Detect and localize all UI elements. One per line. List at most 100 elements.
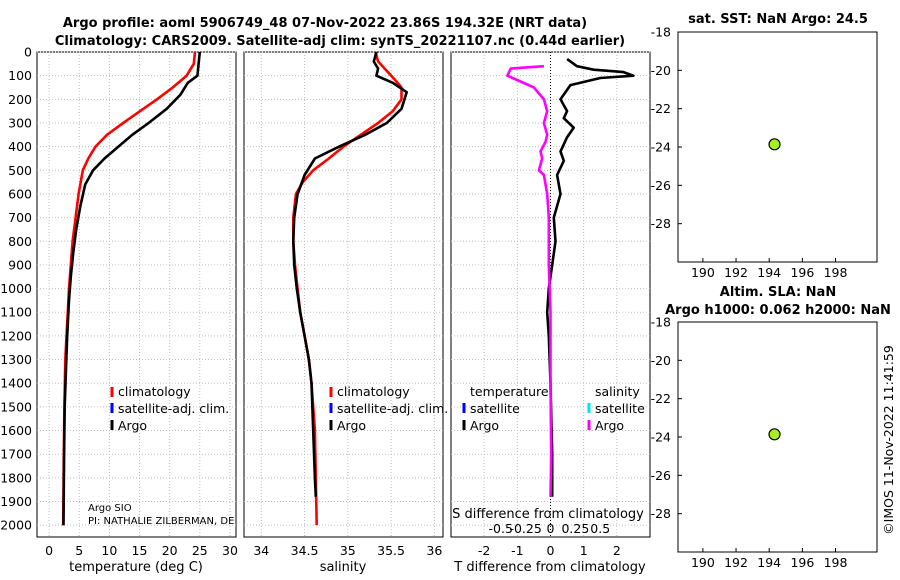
x-tick-label: 1 [580,543,588,558]
map-x-tick-label: 196 [790,265,814,280]
map-y-tick-label: -28 [651,506,671,521]
x-tick-label: 35.5 [377,543,405,558]
legend-t-argo-label: Argo [470,418,499,433]
x-tick-label: 15 [132,543,148,558]
series-line-t-argo [545,58,635,497]
legend-argo-label: Argo [337,418,366,433]
legend-climatology-label: climatology [118,384,191,399]
x-tick-label: 2 [613,543,621,558]
legend-t-satellite-label: satellite [470,401,520,416]
salinity-xlabel: salinity [320,560,367,575]
y-tick-label: 800 [8,234,32,249]
y-tick-label: 300 [8,115,32,130]
series-line-argo [291,51,409,497]
x-tick-label: 10 [101,543,117,558]
map-y-tick-label: -28 [651,216,671,231]
y-tick-label: 900 [8,257,32,272]
y-tick-label: 1100 [0,305,32,320]
legend-s-satellite-label: satellite [595,401,645,416]
map-x-tick-label: 196 [790,555,814,570]
x-tick-label: 36 [426,543,442,558]
imos-timestamp: ©IMOS 11-Nov-2022 11:41:59 [881,345,896,535]
x-tick-label: 34.5 [291,543,319,558]
legend-climatology-label: climatology [337,384,410,399]
map-x-tick-label: 198 [824,265,848,280]
y-tick-label: 2000 [0,518,32,533]
y-tick-label: 1700 [0,447,32,462]
y-tick-label: 1000 [0,281,32,296]
map-y-tick-label: -20 [651,353,671,368]
series-line-argo [62,51,202,526]
map-y-tick-label: -18 [651,25,671,40]
legend-satellite-label: satellite-adj. clim. [118,401,229,416]
y-tick-label: 700 [8,210,32,225]
map-y-tick-label: -24 [651,140,671,155]
difference-top-label: S difference from climatology [452,507,644,522]
map-x-tick-label: 198 [824,555,848,570]
legend-argo-label: Argo [118,418,147,433]
x-tick-label: 20 [162,543,178,558]
y-tick-label: 1600 [0,423,32,438]
temperature-panel [36,51,237,538]
x-tick-label: 25 [192,543,208,558]
x-tick-label: -2 [478,543,490,558]
x-tick-label: 5 [75,543,83,558]
y-tick-label: 1900 [0,494,32,509]
y-tick-label: 500 [8,163,32,178]
y-tick-label: 600 [8,186,32,201]
x-tick-label: -1 [511,543,523,558]
sla-map-title: Altim. SLA: NaN [720,285,836,300]
legend-satellite-label: satellite-adj. clim. [337,401,448,416]
legend-temperature-title: temperature [470,384,549,399]
x-tick-label: 30 [222,543,238,558]
map-x-tick-label: 192 [724,265,748,280]
argo-float-marker [768,428,781,441]
series-line-s-argo [506,64,553,497]
y-tick-label: 100 [8,68,32,83]
difference-legend: temperature salinity satellite Argo sate… [462,384,645,433]
temperature-xlabel: temperature (deg C) [69,560,203,575]
top-tick-label: 0.25 [561,521,589,536]
y-tick-label: 1400 [0,376,32,391]
temperature-legend: climatology satellite-adj. clim. Argo [110,384,229,433]
salinity-legend: climatology satellite-adj. clim. Argo [329,384,448,433]
map-x-tick-label: 194 [757,265,781,280]
map-y-tick-label: -22 [651,391,671,406]
map-y-tick-label: -20 [651,63,671,78]
header-line2: Climatology: CARS2009. Satellite-adj cli… [55,34,625,49]
map-x-tick-label: 190 [691,555,715,570]
map-y-tick-label: -18 [651,315,671,330]
map-y-tick-label: -26 [651,178,671,193]
legend-s-argo-label: Argo [595,418,624,433]
y-tick-label: 1200 [0,328,32,343]
y-tick-label: 200 [8,92,32,107]
top-tick-label: -0.25 [509,521,541,536]
map-x-tick-label: 192 [724,555,748,570]
argo-pi-note: PI: NATHALIE ZILBERMAN, DE [88,516,234,527]
y-tick-label: 1500 [0,399,32,414]
x-tick-label: 0 [45,543,53,558]
map-y-tick-label: -26 [651,468,671,483]
difference-xlabel: T difference from climatology [453,560,646,575]
x-tick-label: 35 [340,543,356,558]
map-x-tick-label: 194 [757,555,781,570]
argo-float-marker [768,138,781,151]
map-y-tick-label: -24 [651,430,671,445]
top-tick-label: 0.5 [590,521,610,536]
map-x-tick-label: 190 [691,265,715,280]
x-tick-label: 0 [547,543,555,558]
sst-map-title: sat. SST: NaN Argo: 24.5 [688,12,868,27]
y-tick-label: 0 [24,45,32,60]
argo-institution-note: Argo SIO [88,503,132,514]
sla-map-subtitle: Argo h1000: 0.062 h2000: NaN [665,303,891,318]
map-y-tick-label: -22 [651,101,671,116]
x-tick-label: 34 [253,543,269,558]
top-tick-label: 0 [547,521,555,536]
top-tick-label: -0.5 [489,521,513,536]
salinity-panel [243,51,444,538]
y-tick-label: 1800 [0,470,32,485]
y-tick-label: 400 [8,139,32,154]
header-line1: Argo profile: aoml 5906749_48 07-Nov-202… [63,16,587,31]
legend-salinity-title: salinity [595,384,640,399]
